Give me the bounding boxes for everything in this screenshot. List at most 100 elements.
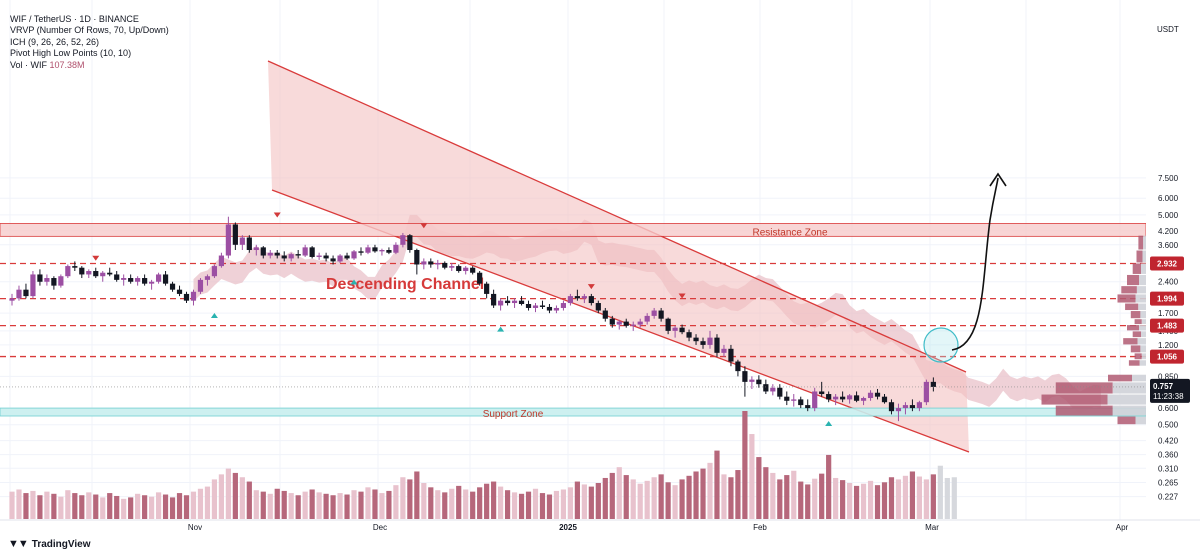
level-tag: [1150, 256, 1184, 271]
volume-bar: [749, 434, 755, 519]
volume-bar: [679, 479, 685, 519]
candle-body: [393, 244, 399, 253]
pivot-high-marker: [587, 284, 595, 290]
volume-bar: [595, 483, 601, 519]
resistance-zone-label: Resistance Zone: [752, 227, 827, 238]
candle-body: [239, 237, 245, 245]
candle-body: [498, 300, 504, 306]
volume-profile-bar: [1134, 353, 1142, 360]
symbol-line[interactable]: WIF / TetherUS · 1D · BINANCE: [10, 14, 139, 24]
candle-body: [923, 381, 929, 403]
candle-body: [428, 261, 434, 265]
volume-bar: [358, 491, 364, 519]
volume-bar: [121, 498, 127, 519]
volume-bar: [833, 477, 839, 519]
volume-bar: [484, 483, 490, 519]
volume-bar: [826, 454, 832, 519]
volume-bar: [51, 493, 57, 519]
volume-profile-bar: [1112, 405, 1146, 416]
time-tick-label: Mar: [925, 523, 939, 532]
volume-bar: [763, 467, 769, 519]
candle-body: [267, 252, 273, 256]
current-price-tag: [1150, 378, 1190, 403]
volume-bar: [239, 477, 245, 519]
volume-bar: [58, 496, 64, 519]
volume-bar: [770, 472, 776, 519]
volume-bar: [735, 470, 741, 519]
volume-profile-bar: [1141, 353, 1146, 360]
candle-body: [686, 332, 692, 338]
volume-bar: [477, 487, 483, 519]
countdown-text: 11:23:38: [1153, 392, 1184, 401]
candle-body: [162, 274, 169, 284]
volume-profile-bar: [1137, 338, 1146, 345]
volume-bar: [281, 490, 287, 519]
volume-profile-bar: [1139, 360, 1146, 366]
candle-body: [756, 379, 762, 385]
candle-body: [246, 237, 252, 251]
volume-profile-bar: [1127, 274, 1139, 286]
volume-bar: [909, 471, 916, 519]
volume-profile-bar: [1139, 274, 1146, 286]
volume-bar: [400, 477, 406, 519]
volume-bar: [616, 467, 622, 519]
candle-body: [847, 395, 853, 400]
support-zone: [0, 407, 1147, 417]
volume-bar: [100, 497, 106, 519]
candle-body: [581, 296, 587, 299]
volume-bar: [107, 493, 113, 519]
pivot-low-marker: [350, 279, 358, 285]
candle-body: [281, 255, 287, 259]
volume-bar: [553, 490, 560, 519]
volume-bar: [798, 481, 804, 519]
price-tick-label: 5.000: [1158, 211, 1179, 220]
volume-bar: [881, 482, 888, 519]
candle-body: [679, 327, 685, 333]
candle-body: [232, 224, 238, 245]
volume-indicator[interactable]: Vol · WIF 107.38M: [10, 60, 169, 71]
volume-bar: [260, 491, 266, 519]
volume-bar: [819, 473, 825, 519]
candle-body: [867, 392, 874, 399]
volume-bar: [211, 479, 218, 519]
candle-body: [407, 235, 413, 251]
volume-bar: [232, 472, 238, 519]
volume-profile-bar: [1135, 416, 1146, 425]
ichimoku-indicator[interactable]: ICH (9, 26, 26, 52, 26): [10, 36, 100, 47]
candle-body: [100, 272, 106, 277]
volume-bar: [142, 495, 148, 519]
volume-bar: [784, 475, 790, 519]
volume-bar: [365, 487, 371, 519]
volume-bar: [923, 479, 929, 519]
candle-body: [805, 405, 811, 409]
candle-body: [693, 337, 699, 342]
volume-bar: [728, 477, 734, 519]
volume-bar: [316, 492, 322, 519]
volume-bar: [511, 492, 518, 519]
candle-body: [651, 310, 657, 316]
price-tick-label: 3.600: [1158, 241, 1179, 250]
volume-profile-bar: [1130, 311, 1141, 319]
time-tick-label: Dec: [373, 523, 387, 532]
volume-bar: [518, 493, 525, 519]
volume-profile-bar: [1132, 374, 1146, 382]
vrvp-indicator[interactable]: VRVP (Number Of Rows, 70, Up/Down): [10, 25, 169, 36]
candle-body: [72, 266, 78, 268]
candle-body: [79, 267, 85, 275]
price-tick-label: 0.360: [1158, 451, 1179, 460]
pivot-indicator[interactable]: Pivot High Low Points (10, 10): [10, 48, 132, 59]
volume-bar: [162, 494, 169, 519]
candle-body: [735, 361, 741, 372]
channel-annotation: Descending Channel: [326, 276, 484, 293]
volume-profile-bar: [1127, 325, 1139, 331]
candle-body: [44, 278, 50, 282]
volume-bar: [853, 485, 860, 519]
volume-bar: [309, 489, 315, 519]
volume-bar: [155, 492, 162, 519]
candle-body: [840, 396, 846, 400]
candle-body: [218, 255, 224, 267]
volume-bar: [665, 482, 671, 519]
tradingview-brand[interactable]: ▼▼ TradingView: [8, 538, 91, 550]
indicator-legend: WIF / TetherUS · 1D · BINANCE VRVP (Numb…: [10, 14, 169, 71]
